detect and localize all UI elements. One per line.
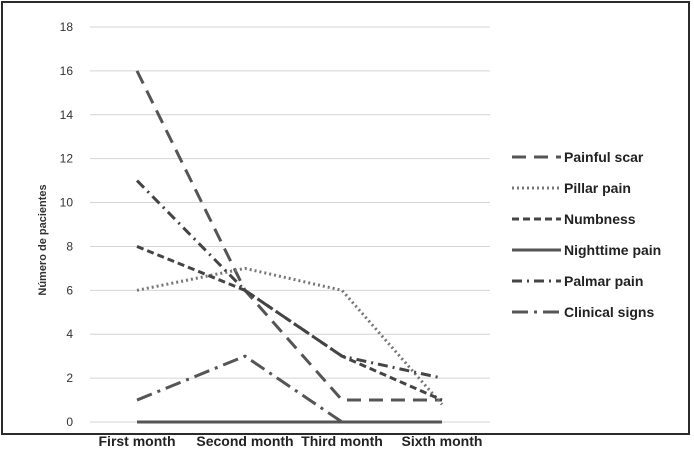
y-tick-0: 0 <box>66 415 73 429</box>
legend-label-6: Clinical signs <box>564 304 654 320</box>
y-tick-10: 10 <box>60 196 74 210</box>
x-tick-4: Sixth month <box>402 433 483 449</box>
x-tick-2: Second month <box>196 433 293 449</box>
grid-lines <box>90 26 490 423</box>
x-tick-1: First month <box>99 433 176 449</box>
y-tick-8: 8 <box>66 239 73 253</box>
legend-label-2: Pillar pain <box>564 180 631 196</box>
series-line-painful-scar <box>135 70 442 402</box>
legend-label-3: Numbness <box>564 211 636 227</box>
y-tick-2: 2 <box>66 371 73 385</box>
legend-label-1: Painful scar <box>564 149 644 165</box>
legend-label-4: Nighttime pain <box>564 242 661 258</box>
series-line-clinical-signs <box>136 354 343 424</box>
legend: Painful scar Pillar pain Numbness Nighttime… <box>512 149 661 320</box>
series-line-pillar-pain <box>136 266 444 406</box>
x-tick-labels: First month Second month Third month Sixth … <box>99 433 483 449</box>
y-tick-6: 6 <box>66 283 73 297</box>
chart-frame <box>1 1 690 435</box>
y-tick-4: 4 <box>66 327 73 341</box>
legend-label-5: Palmar pain <box>564 273 643 289</box>
x-tick-3: Third month <box>301 433 383 449</box>
y-tick-labels: 0 2 4 6 8 10 12 14 16 18 <box>60 20 74 429</box>
y-tick-14: 14 <box>60 108 74 122</box>
y-tick-12: 12 <box>60 152 74 166</box>
y-tick-18: 18 <box>60 20 74 34</box>
series-lines <box>135 70 444 424</box>
y-axis-label: Número de pacientes <box>37 184 49 295</box>
y-tick-16: 16 <box>60 64 74 78</box>
series-line-numbness <box>136 245 443 402</box>
